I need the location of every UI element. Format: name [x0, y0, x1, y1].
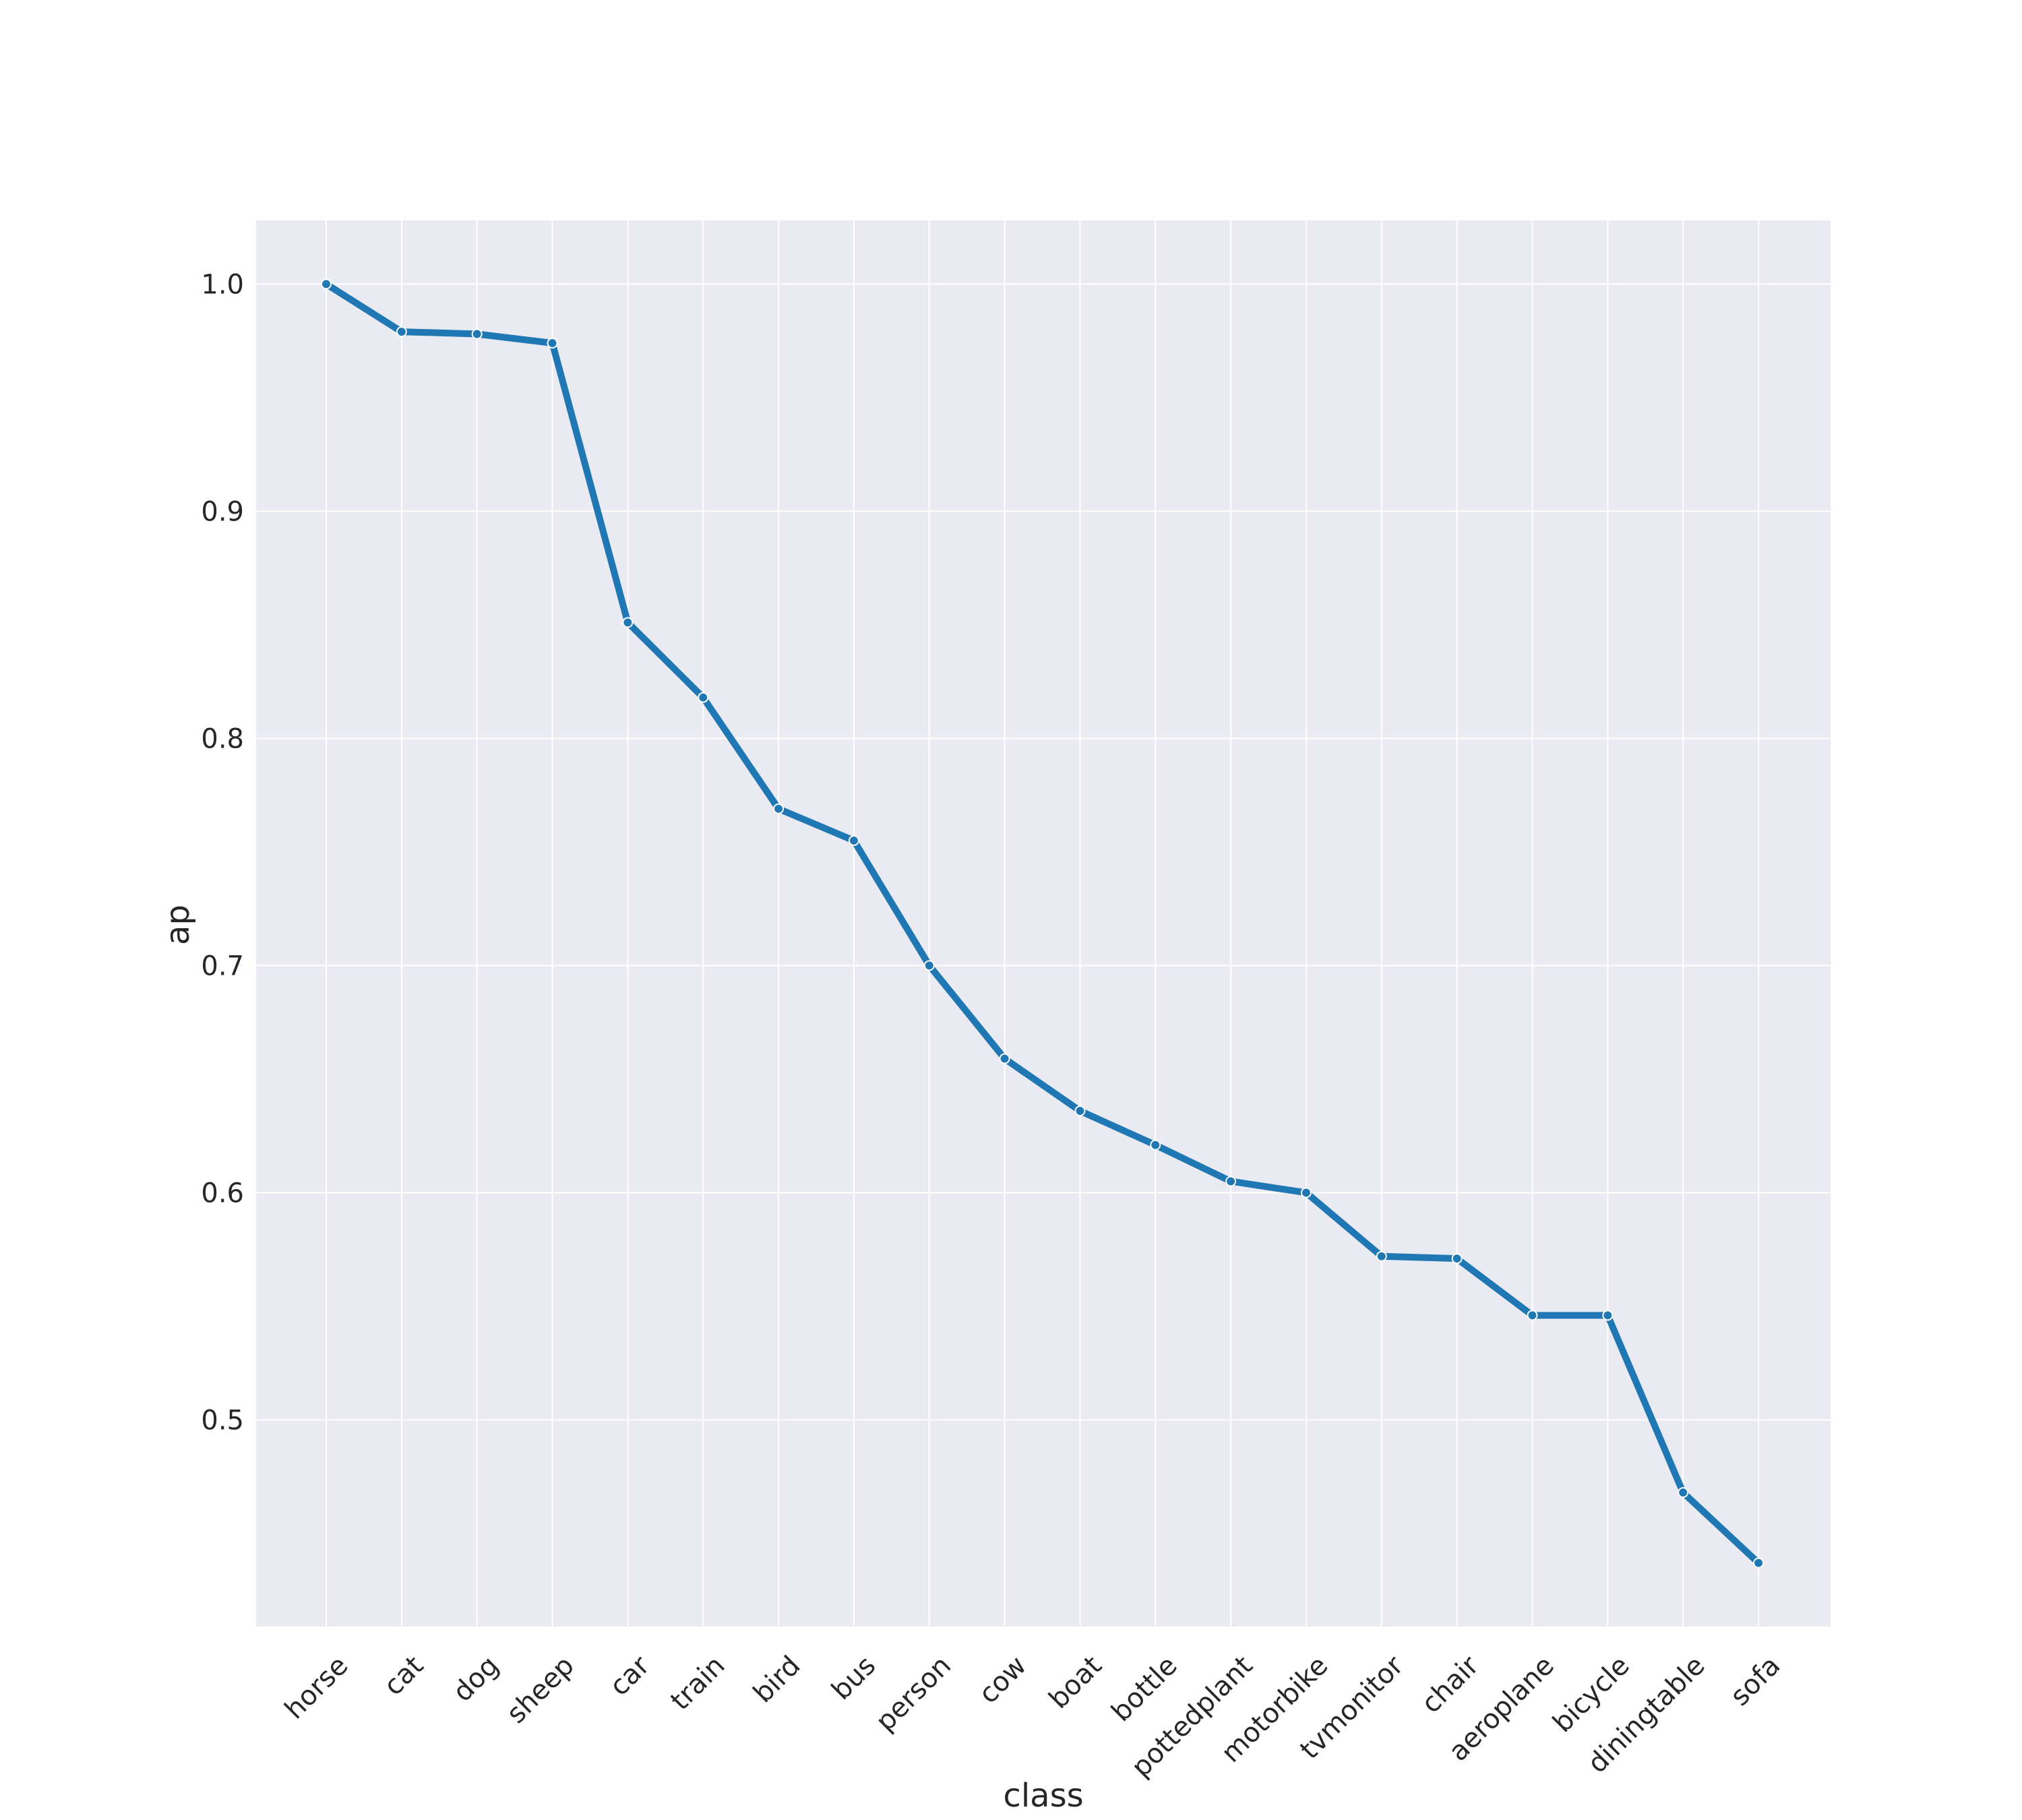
x-tick-label: sofa	[1725, 1650, 1787, 1712]
data-point	[547, 337, 558, 348]
data-point	[1150, 1139, 1161, 1151]
x-tick-label: sheep	[501, 1650, 580, 1730]
y-tick-label: 0.7	[201, 950, 244, 981]
y-tick-label: 0.9	[201, 496, 244, 527]
y-tick-labels: 0.5 0.6 0.7 0.8 0.9 1.0	[201, 269, 244, 1436]
x-tick-label: bird	[747, 1650, 806, 1709]
data-point	[1753, 1557, 1764, 1569]
x-axis-title: class	[1003, 1777, 1083, 1815]
x-tick-label: cow	[973, 1650, 1033, 1710]
data-point	[396, 326, 407, 338]
data-point	[471, 328, 483, 340]
data-point	[1074, 1105, 1086, 1117]
grid-lines	[256, 220, 1831, 1627]
data-point	[1527, 1310, 1538, 1321]
x-tick-label: bus	[826, 1650, 882, 1706]
x-tick-label: dog	[447, 1650, 505, 1708]
x-tick-label: car	[604, 1650, 656, 1702]
data-point	[1602, 1310, 1614, 1321]
x-tick-label: person	[870, 1650, 957, 1737]
y-tick-label: 0.5	[201, 1405, 244, 1436]
y-axis-title: ap	[159, 905, 197, 945]
y-tick-label: 0.6	[201, 1178, 244, 1209]
data-point	[1225, 1176, 1237, 1187]
data-point	[999, 1053, 1010, 1064]
data-point	[923, 960, 935, 971]
x-tick-label: cat	[378, 1650, 430, 1702]
data-point	[321, 278, 332, 290]
x-tick-label: horse	[279, 1650, 355, 1726]
data-point	[1376, 1250, 1387, 1262]
data-point	[848, 835, 859, 846]
data-point	[622, 617, 634, 628]
y-tick-label: 1.0	[201, 269, 244, 300]
data-point	[1678, 1487, 1689, 1498]
x-tick-label: chair	[1415, 1650, 1485, 1720]
data-point	[698, 692, 709, 703]
data-point	[1300, 1187, 1312, 1199]
y-tick-label: 0.8	[201, 723, 244, 754]
x-tick-label: train	[665, 1650, 731, 1716]
x-tick-label: boat	[1043, 1650, 1108, 1715]
data-point	[1451, 1253, 1463, 1265]
plot-area	[256, 220, 1831, 1627]
data-points	[321, 278, 1764, 1569]
series-line	[323, 280, 1762, 1567]
data-point	[773, 803, 785, 814]
